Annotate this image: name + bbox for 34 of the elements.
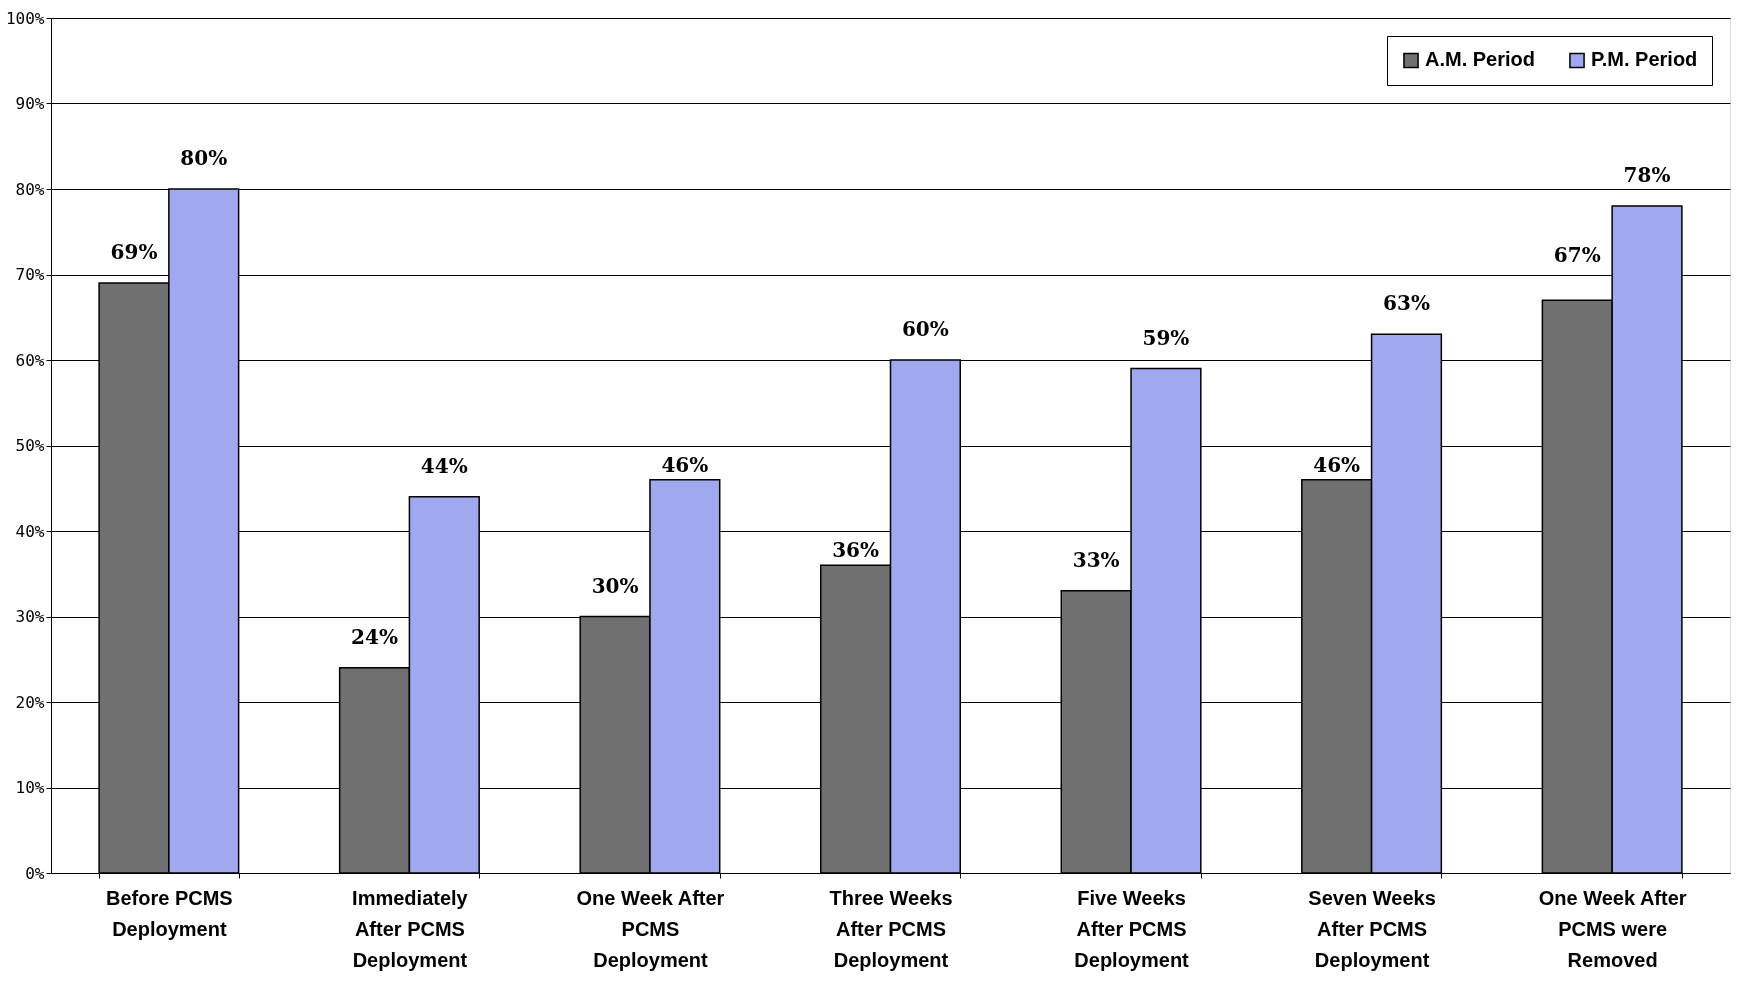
x-tick-label: One Week After PCMS Deployment [576,886,725,971]
data-label: 80% [180,146,228,170]
legend-label: P.M. Period [1591,48,1698,71]
data-label: 63% [1383,291,1430,316]
y-tick-label: 80% [15,179,45,199]
x-tick-label: Five Weeks After PCMS Deployment [1074,886,1190,971]
x-tick-label: Immediately After PCMS Deployment [352,886,469,971]
y-tick-label: 100% [5,8,45,28]
data-label: 78% [1623,163,1671,188]
data-label: 44% [420,453,468,478]
y-tick-label: 10% [15,778,45,797]
data-label: 69% [110,240,158,265]
y-tick-label: 60% [15,350,45,370]
x-tick-label: Before PCMS Deployment [106,886,233,940]
y-tick-label: 40% [15,521,45,541]
data-label: 30% [591,573,639,598]
legend-label: A.M. Period [1425,48,1536,71]
data-label: 24% [351,624,398,649]
data-label: 33% [1072,547,1120,572]
data-label: 59% [1142,325,1190,350]
y-tick-label: 90% [15,94,45,113]
y-tick-label: 70% [15,265,45,284]
y-tick-label: 30% [15,607,45,626]
y-tick-label: 20% [15,692,45,712]
x-tick-label: Seven Weeks After PCMS Deployment [1308,886,1436,971]
data-label: 60% [901,317,949,341]
data-label: 46% [661,452,709,477]
y-tick-label: 0% [25,863,45,883]
data-label: 67% [1553,243,1601,268]
x-tick-label: One Week After PCMS were Removed [1538,886,1687,971]
data-label: 46% [1313,452,1361,477]
data-label: 36% [832,538,880,563]
x-tick-label: Three Weeks After PCMS Deployment [829,886,953,971]
y-tick-label: 50% [15,436,45,455]
